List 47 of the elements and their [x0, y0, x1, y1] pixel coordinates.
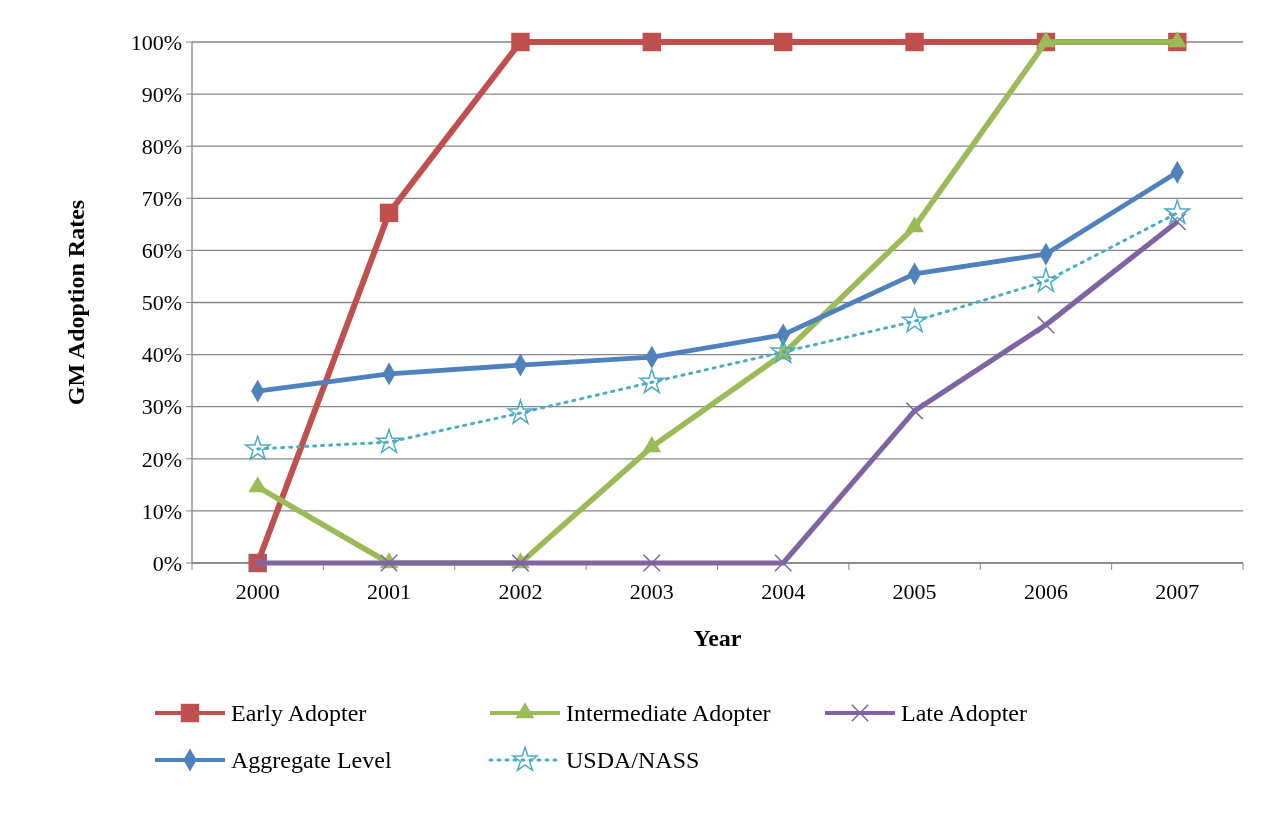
point	[642, 436, 662, 453]
y-tick-label: 20%	[141, 446, 182, 472]
legend-label: Intermediate Adopter	[566, 700, 771, 727]
legend-label: Late Adopter	[901, 700, 1027, 727]
y-tick-label: 0%	[152, 550, 182, 576]
x-tick-label: 2007	[1155, 579, 1200, 604]
y-tick-label: 30%	[141, 394, 182, 420]
x-tick-label: 2004	[761, 579, 806, 604]
point	[248, 476, 267, 493]
x-tick-label: 2003	[629, 579, 674, 604]
point	[1168, 212, 1187, 231]
point	[244, 435, 271, 460]
y-tick-label: 80%	[141, 133, 182, 159]
point	[642, 32, 662, 52]
x-tick-label: 2005	[892, 579, 937, 604]
x-tick-label: 2002	[498, 579, 543, 604]
y-tick-label: 100%	[130, 29, 182, 55]
x-axis-title: Year	[693, 625, 742, 651]
point	[773, 32, 793, 52]
point	[901, 307, 928, 333]
point	[770, 338, 796, 363]
legend-label: Early Adopter	[231, 700, 367, 727]
point	[774, 553, 793, 573]
y-tick-label: 90%	[141, 81, 182, 107]
y-tick-label: 70%	[141, 186, 182, 211]
legend-label: USDA/NASS	[566, 747, 700, 774]
point	[376, 428, 402, 454]
y-tick-label: 60%	[141, 238, 182, 264]
point	[1164, 199, 1191, 224]
point	[379, 203, 399, 223]
legend-label: Aggregate Level	[231, 747, 392, 774]
y-tick-label: 40%	[141, 342, 182, 368]
x-tick-label: 2001	[367, 579, 412, 604]
point	[380, 553, 399, 573]
y-tick-label: 50%	[141, 290, 182, 316]
x-tick-label: 2006	[1023, 579, 1068, 604]
point	[511, 553, 530, 573]
point	[507, 399, 534, 424]
point	[511, 32, 530, 52]
point	[642, 553, 661, 573]
point	[639, 368, 665, 394]
point	[1033, 267, 1059, 293]
y-axis-title: GM Adoption Rates	[63, 199, 89, 406]
point	[905, 32, 924, 52]
point	[905, 401, 924, 420]
x-tick-label: 2000	[235, 579, 280, 604]
y-tick-label: 10%	[141, 498, 182, 524]
